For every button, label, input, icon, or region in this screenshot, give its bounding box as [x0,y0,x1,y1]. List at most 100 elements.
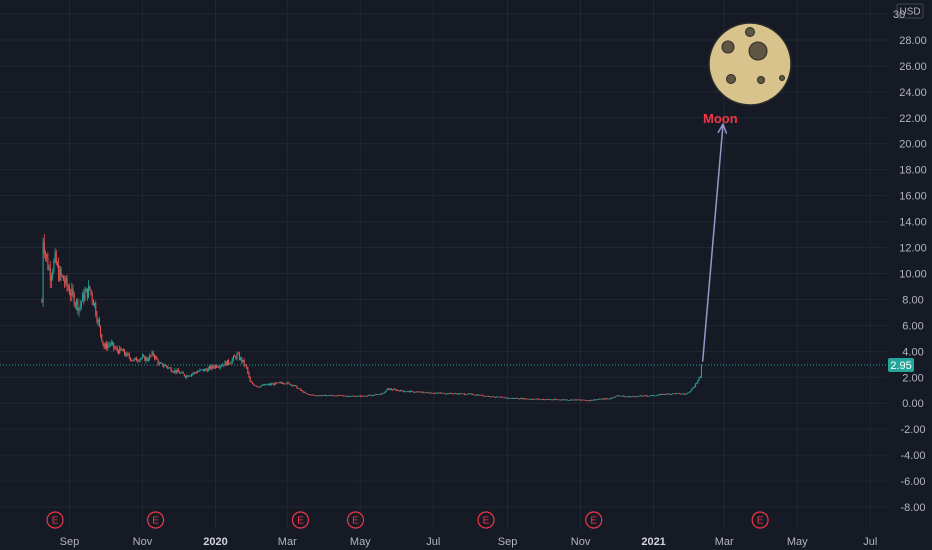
y-tick-label: 10.00 [899,268,927,280]
candle-body [629,396,631,398]
candle-body [445,393,447,395]
candle-body [211,365,213,369]
candle-body [248,372,250,377]
x-tick-label: Sep [60,536,80,548]
candle-body [309,394,311,396]
candle-body [438,392,440,394]
candle-body [250,381,252,383]
candle-body [161,362,163,364]
candle-body [413,392,415,393]
candle-body [473,394,475,396]
x-tick-label: Mar [715,536,734,548]
candle-body [535,398,537,400]
candle-body [303,392,305,393]
candle-body [466,394,468,396]
candle-body [352,395,354,397]
earnings-letter: E [483,516,490,527]
candle-body [158,363,160,364]
candle-body [590,399,592,401]
candle-body [638,395,640,397]
candle-body [279,382,281,384]
candle-body [76,300,78,305]
earnings-marker[interactable]: E [346,511,365,529]
candle-body [135,357,137,361]
candle-body [113,342,115,348]
candle-body [264,384,266,386]
candle-body [231,359,233,363]
candle-body [167,366,169,368]
earnings-marker[interactable]: E [46,511,64,529]
candle-body [201,369,203,371]
candle-body [454,393,456,395]
earnings-marker[interactable]: E [751,511,769,529]
candle-body [510,398,512,399]
candle-body [84,292,86,300]
price-axis[interactable]: USD 28.00 26.00 24.00 22.00 20.00 18.00 16.00 1… [893,3,927,514]
earnings-marker[interactable]: E [477,511,495,529]
candle-body [527,398,529,400]
candle-body [514,398,516,399]
earnings-circle [585,511,603,529]
candle-body [404,391,406,393]
candle-body [43,242,45,253]
y-tick-label: 12.00 [899,243,927,255]
candle-body [267,384,269,385]
candle-body [516,398,518,399]
earnings-marker[interactable]: E [585,511,603,529]
candle-body [49,268,51,281]
x-tick-label: 2021 [641,536,665,548]
y-tick-label: -4.00 [900,450,925,462]
candle-body [219,365,221,368]
time-axis[interactable]: Sep Nov 2020 Mar May Jul Sep Nov 2021 Mar May Jul [60,536,878,548]
x-tick-label: Mar [278,536,297,548]
candle-body [460,393,462,395]
candle-body [442,392,444,394]
currency-badge[interactable]: USD [896,3,924,19]
candle-body [620,395,622,397]
candle-body [355,395,357,397]
candle-body [607,398,609,400]
candle-body [317,395,319,397]
candle-body [547,399,549,400]
candle-body [498,396,500,398]
candle-body [509,397,511,399]
candle-body [204,369,206,371]
x-tick-label: Nov [133,536,153,548]
earnings-marker[interactable]: E [291,511,310,529]
candle-body [402,390,404,392]
candle-body [568,400,570,401]
candle-body [577,399,579,401]
candle-body [453,393,455,395]
candle-body [371,395,373,397]
candle-body [546,399,548,400]
earnings-marker[interactable]: E [147,511,165,529]
candle-body [461,393,463,395]
candle-body [552,399,554,401]
candle-body [98,319,100,327]
candle-body [511,398,513,399]
candle-body [293,385,295,386]
candle-body [334,395,336,397]
candle-body [137,360,139,362]
candle-body [112,342,114,344]
candle-body [574,399,576,401]
candle-body [440,392,442,394]
candle-body [560,399,562,401]
candle-body [654,395,656,397]
candle-body [235,356,237,359]
candle-body [56,264,58,265]
candle-body [311,394,313,396]
candle-body [517,398,519,399]
candle-body [299,388,301,391]
candle-body [502,396,504,398]
y-tick-label: 8.00 [902,294,923,306]
candle-body [544,399,546,401]
candle-body [553,398,555,400]
candle-body [394,389,396,390]
candle-body [241,357,243,362]
candle-body [633,396,635,397]
candle-body [284,383,286,385]
candle-body [52,272,54,277]
